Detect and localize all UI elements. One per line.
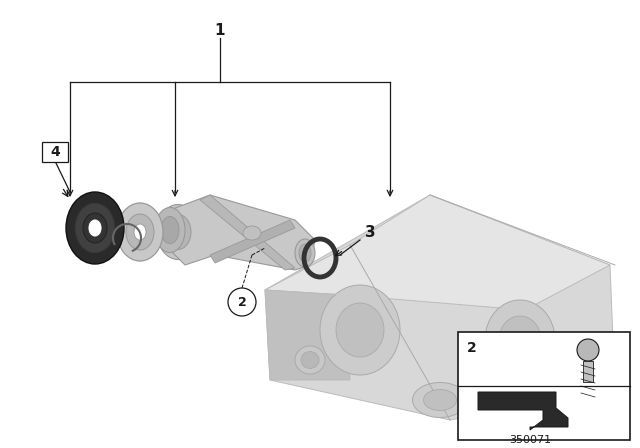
Ellipse shape xyxy=(413,383,467,418)
Ellipse shape xyxy=(126,214,154,250)
Polygon shape xyxy=(200,195,295,270)
Ellipse shape xyxy=(66,192,124,264)
Bar xyxy=(583,361,593,382)
Polygon shape xyxy=(265,195,615,420)
Polygon shape xyxy=(265,195,610,310)
Bar xyxy=(458,332,630,440)
Circle shape xyxy=(228,288,256,316)
Text: 2: 2 xyxy=(467,341,477,355)
Ellipse shape xyxy=(161,216,179,244)
Polygon shape xyxy=(210,220,295,263)
FancyBboxPatch shape xyxy=(42,142,68,162)
Ellipse shape xyxy=(295,239,315,267)
Ellipse shape xyxy=(117,203,163,261)
Ellipse shape xyxy=(243,226,261,240)
Text: 2: 2 xyxy=(237,296,246,309)
Text: 1: 1 xyxy=(215,22,225,38)
Text: 4: 4 xyxy=(50,145,60,159)
Ellipse shape xyxy=(320,285,400,375)
Ellipse shape xyxy=(336,303,384,357)
Polygon shape xyxy=(478,392,568,430)
Ellipse shape xyxy=(75,203,115,253)
Ellipse shape xyxy=(576,357,604,383)
Ellipse shape xyxy=(157,204,199,259)
Ellipse shape xyxy=(155,207,185,253)
Ellipse shape xyxy=(424,389,456,410)
Ellipse shape xyxy=(83,213,107,243)
Text: 350071: 350071 xyxy=(509,435,551,445)
Ellipse shape xyxy=(301,352,319,368)
Polygon shape xyxy=(265,290,350,380)
Ellipse shape xyxy=(134,224,146,240)
Ellipse shape xyxy=(299,244,311,262)
Ellipse shape xyxy=(577,339,599,361)
Ellipse shape xyxy=(295,346,325,374)
Ellipse shape xyxy=(165,215,191,250)
Polygon shape xyxy=(170,195,315,270)
Ellipse shape xyxy=(499,316,541,364)
Ellipse shape xyxy=(582,362,598,378)
Ellipse shape xyxy=(88,219,102,237)
Ellipse shape xyxy=(485,300,555,380)
Text: 3: 3 xyxy=(365,224,375,240)
